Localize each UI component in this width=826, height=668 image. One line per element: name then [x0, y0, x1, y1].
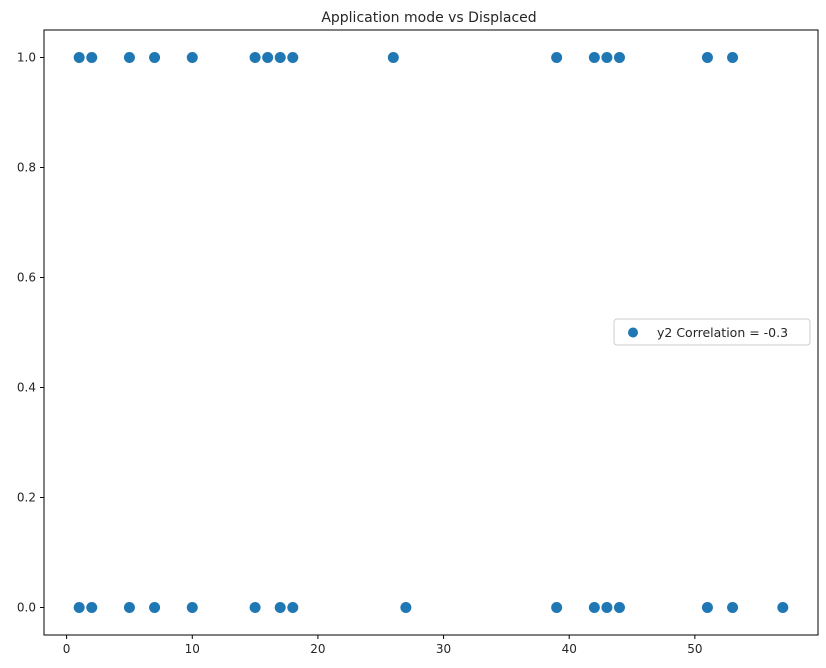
data-point	[262, 52, 274, 63]
y-tick-label: 1.0	[17, 51, 36, 65]
data-point	[701, 52, 713, 63]
data-point	[777, 602, 789, 613]
x-axis: 0 10 20 30 40 50	[63, 635, 703, 656]
data-point	[551, 52, 563, 63]
y-tick-label: 0.2	[17, 491, 36, 505]
data-point	[86, 602, 98, 613]
data-point	[727, 52, 739, 63]
x-tick-label: 0	[63, 642, 71, 656]
x-tick-label: 30	[436, 642, 451, 656]
data-point	[149, 52, 161, 63]
data-point	[613, 52, 625, 63]
data-point	[727, 602, 739, 613]
data-point	[701, 602, 713, 613]
legend-marker	[628, 327, 638, 338]
data-point	[613, 602, 625, 613]
data-point	[601, 602, 613, 613]
y-tick-label: 0.0	[17, 601, 36, 615]
data-point	[73, 602, 85, 613]
data-point	[588, 602, 600, 613]
data-point	[73, 52, 85, 63]
legend-box	[613, 318, 811, 346]
y-tick-label: 0.4	[17, 381, 36, 395]
data-point	[123, 52, 135, 63]
data-point	[287, 52, 299, 63]
data-point	[186, 52, 198, 63]
chart-title: Application mode vs Displaced	[321, 10, 536, 26]
y-axis: 0.0 0.2 0.4 0.6 0.8 1.0	[17, 51, 44, 615]
data-point	[186, 602, 198, 613]
x-tick-label: 40	[562, 642, 577, 656]
x-tick-label: 50	[687, 642, 702, 656]
points-layer	[73, 52, 789, 613]
x-tick-label: 10	[185, 642, 200, 656]
plot-frame	[43, 29, 819, 636]
data-point	[287, 602, 299, 613]
data-point	[86, 52, 98, 63]
data-point	[249, 602, 261, 613]
data-point	[551, 602, 563, 613]
data-point	[149, 602, 161, 613]
data-point	[249, 52, 261, 63]
data-point	[387, 52, 399, 63]
legend-label: y2 Correlation = -0.3	[657, 325, 788, 340]
legend: y2 Correlation = -0.3	[613, 318, 811, 346]
y-tick-label: 0.8	[17, 161, 36, 175]
data-point	[400, 602, 412, 613]
data-point	[274, 52, 286, 63]
data-point	[274, 602, 286, 613]
x-tick-label: 20	[310, 642, 325, 656]
data-point	[123, 602, 135, 613]
y-tick-label: 0.6	[17, 271, 36, 285]
data-point	[601, 52, 613, 63]
data-point	[588, 52, 600, 63]
